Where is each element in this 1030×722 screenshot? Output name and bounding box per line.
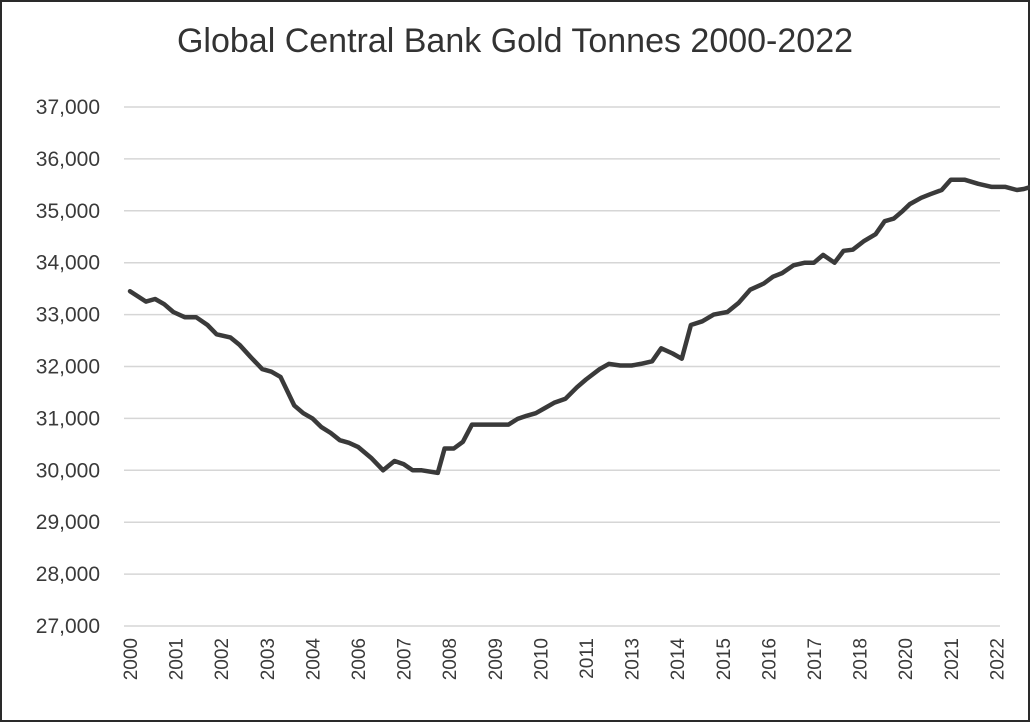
series-line [127,177,1030,476]
x-tick-label: 2017 [805,638,826,680]
y-tick-label: 29,000 [36,511,100,534]
x-tick-label: 2004 [303,638,324,681]
x-tick-label: 2000 [121,638,142,680]
y-tick-label: 31,000 [36,407,100,430]
chart-title: Global Central Bank Gold Tonnes 2000-202… [176,22,854,60]
x-tick-label: 2011 [577,638,598,679]
x-tick-label: 2014 [668,638,689,681]
y-axis-ticks: 27,000 28,000 29,000 30,000 31,000 32,000 33,0… [36,96,100,638]
x-tick-label: 2003 [258,638,279,680]
series-group [127,177,1030,476]
x-tick-label: 2020 [896,638,917,680]
y-tick-label: 30,000 [36,459,100,482]
y-tick-label: 28,000 [36,563,100,586]
x-axis-ticks: 2000 2001 2002 2003 2004 2006 2007 2008 2009 2010… [121,638,1008,681]
x-tick-label: 2001 [167,638,188,680]
x-tick-label: 2016 [759,638,780,680]
x-tick-label: 2015 [714,638,735,680]
y-tick-label: 27,000 [36,615,100,638]
x-tick-label: 2013 [623,638,644,680]
x-tick-label: 2002 [212,638,233,680]
y-tick-label: 33,000 [36,304,100,327]
gridlines [124,106,1000,627]
x-tick-label: 2007 [395,638,416,680]
x-tick-label: 2008 [440,638,461,680]
x-tick-label: 2018 [851,638,872,680]
x-tick-label: 2009 [486,638,507,680]
y-tick-label: 37,000 [36,96,100,119]
x-tick-label: 2022 [987,638,1008,680]
y-tick-label: 32,000 [36,356,100,379]
x-tick-label: 2006 [349,638,370,680]
x-tick-label: 2010 [531,638,552,680]
y-tick-label: 34,000 [36,252,100,275]
y-tick-label: 36,000 [36,148,100,171]
x-tick-label: 2021 [942,638,963,680]
y-tick-label: 35,000 [36,200,100,223]
